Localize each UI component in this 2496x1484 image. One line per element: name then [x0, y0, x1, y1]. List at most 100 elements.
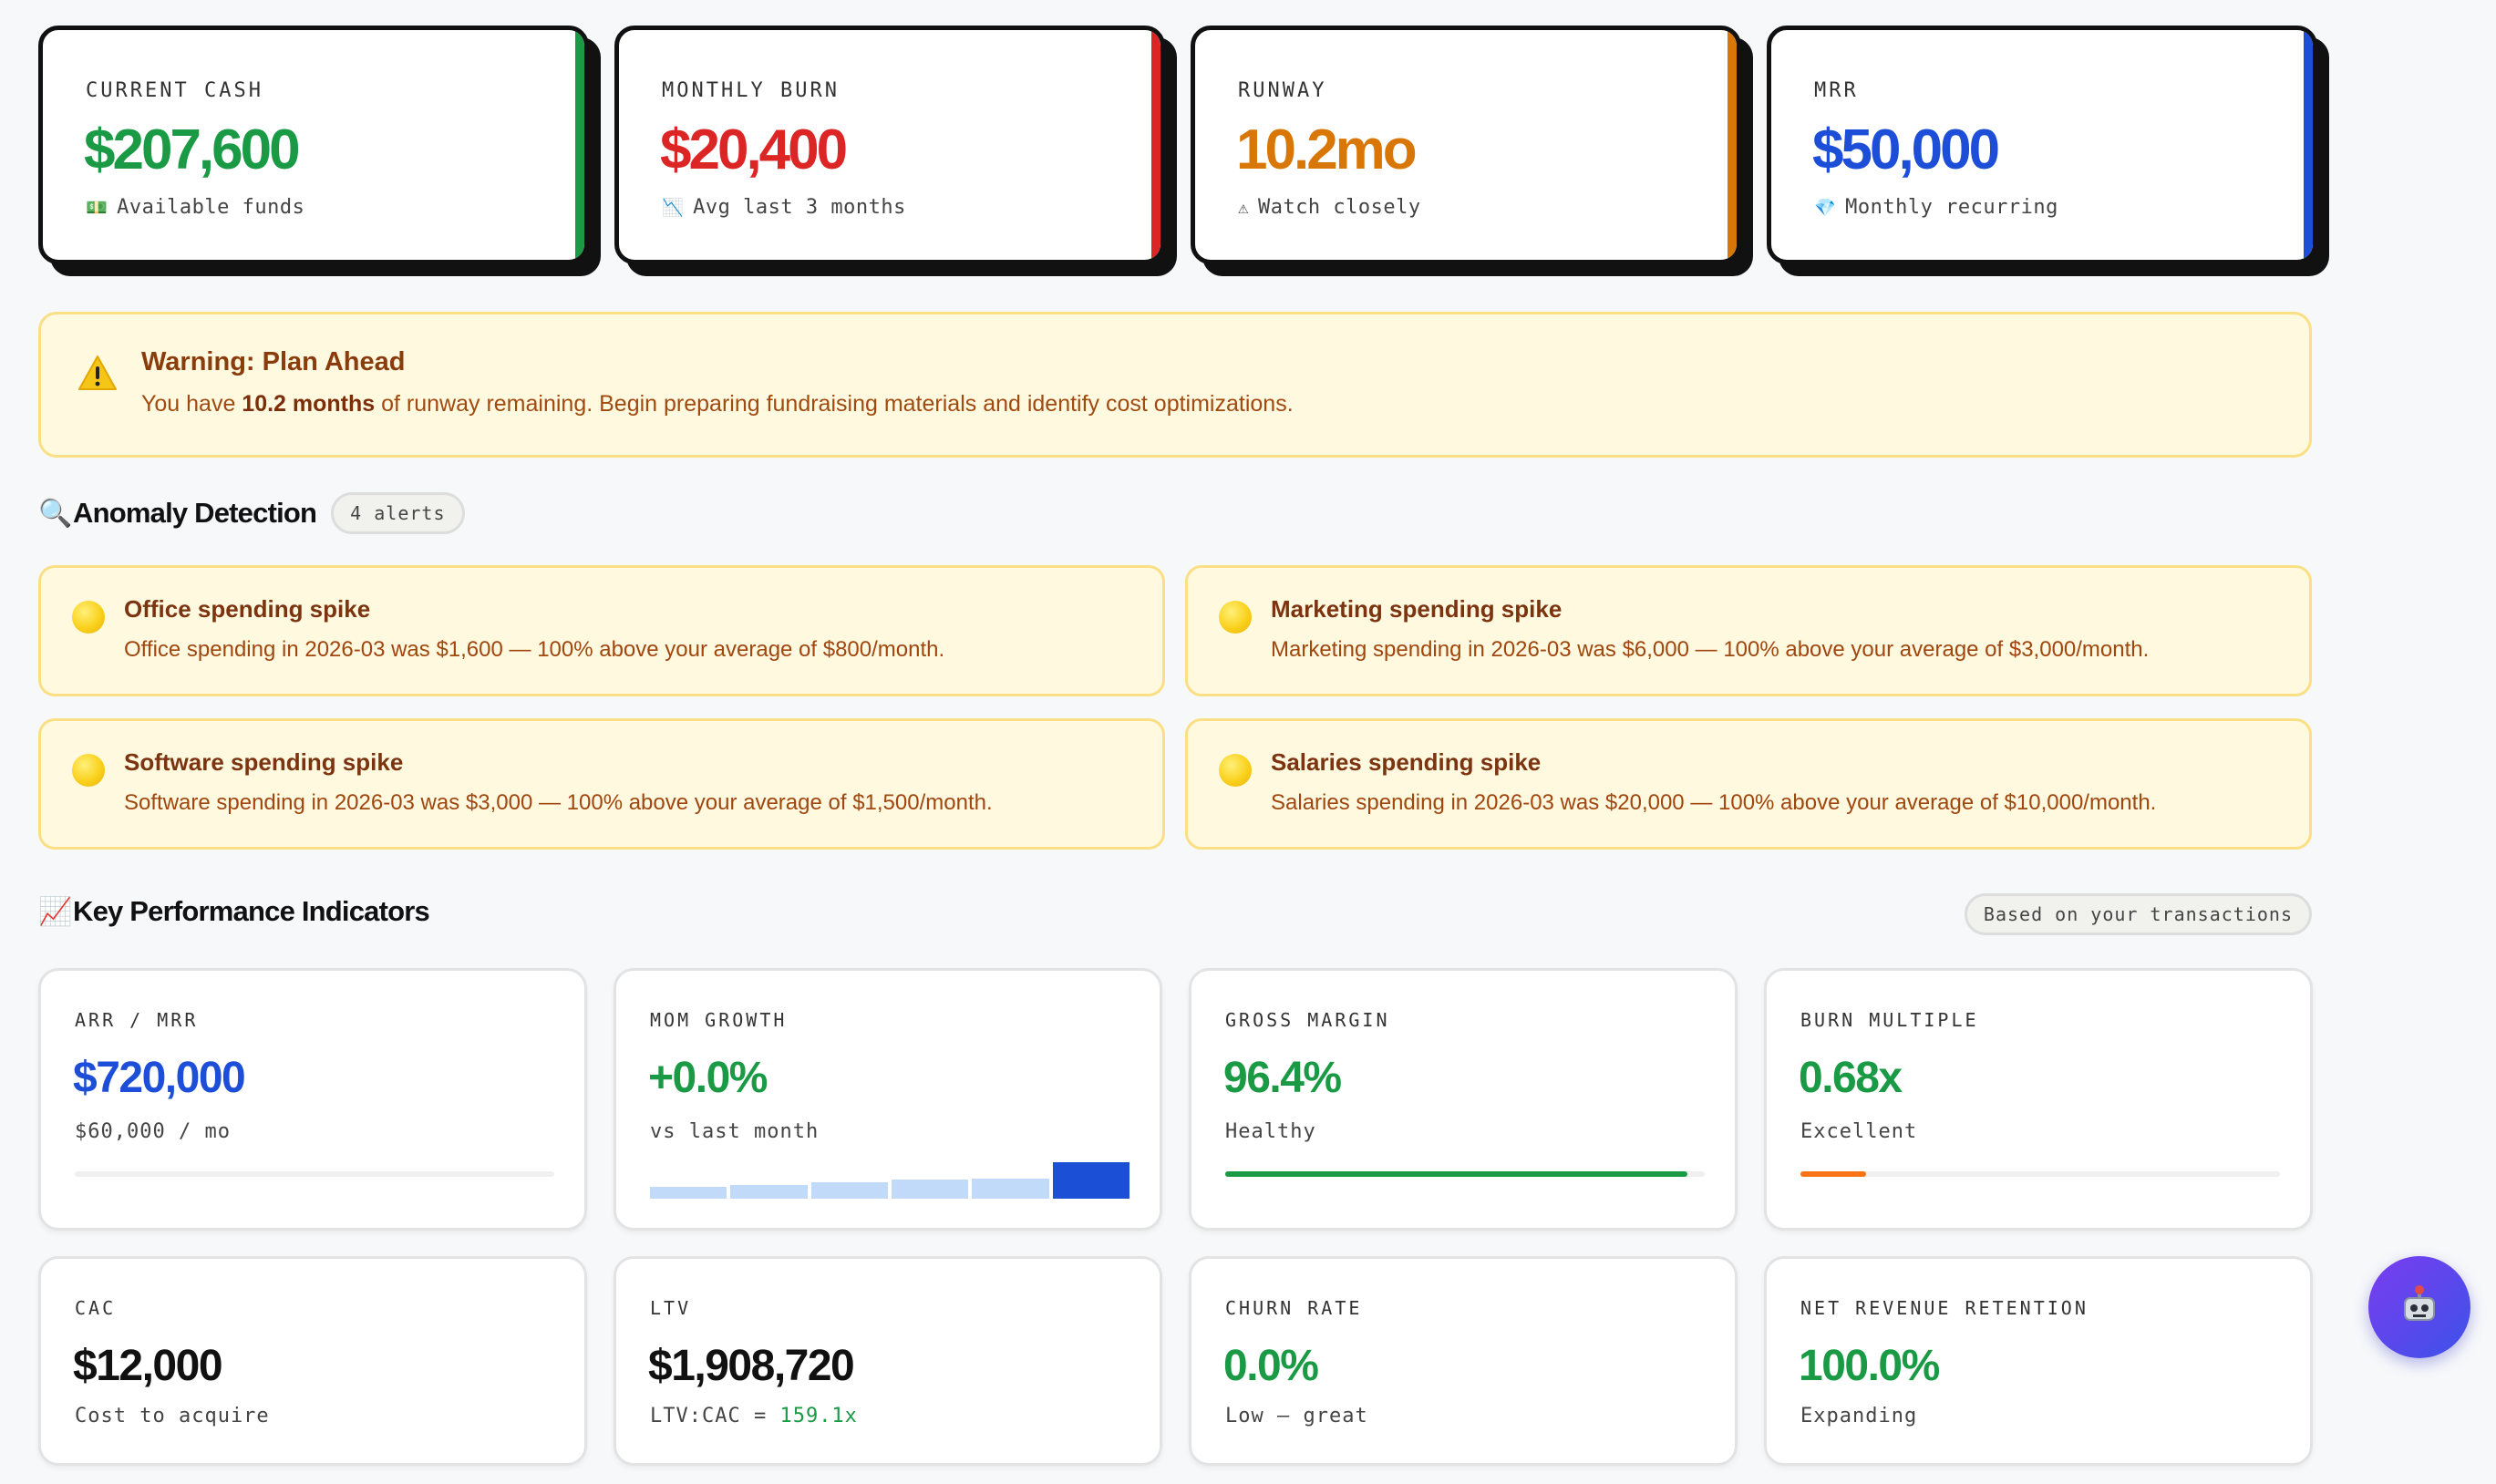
- kpi-value: $12,000: [73, 1342, 223, 1390]
- yellow-circle-icon: [72, 601, 105, 634]
- anomaly-description: Office spending in 2026-03 was $1,600 — …: [124, 637, 945, 662]
- kpi-card-net-revenue-retention: NET REVENUE RETENTION 100.0% Expanding: [1764, 1256, 2313, 1466]
- warning-runway-months: 10.2 months: [242, 391, 376, 417]
- stat-value: 10.2mo: [1236, 119, 1418, 181]
- progress-track: [75, 1171, 554, 1177]
- kpi-card-burn-multiple: BURN MULTIPLE 0.68x Excellent: [1764, 968, 2313, 1231]
- growth-bar: [650, 1186, 727, 1199]
- kpi-label: BURN MULTIPLE: [1800, 1009, 1979, 1031]
- magnifier-icon: 🔍: [38, 498, 73, 529]
- anomaly-card-marketing[interactable]: Marketing spending spike Marketing spend…: [1185, 565, 2312, 696]
- stat-card-runway: RUNWAY 10.2mo ⚠ Watch closely: [1191, 26, 1741, 264]
- accent-bar: [575, 30, 584, 260]
- kpi-card-churn-rate: CHURN RATE 0.0% Low — great: [1189, 1256, 1738, 1466]
- kpi-label: ARR / MRR: [75, 1009, 199, 1031]
- gem-icon: 💎: [1814, 198, 1837, 218]
- runway-warning-banner: Warning: Plan Ahead You have 10.2 months…: [38, 312, 2312, 458]
- progress-track: [1800, 1171, 2280, 1177]
- stat-label: CURRENT CASH: [86, 79, 263, 102]
- anomaly-card-salaries[interactable]: Salaries spending spike Salaries spendin…: [1185, 718, 2312, 850]
- growth-sparkbars: [650, 1162, 1129, 1199]
- stat-label: RUNWAY: [1238, 79, 1327, 102]
- data-source-badge: Based on your transactions: [1964, 893, 2312, 935]
- stat-subtitle: 💎 Monthly recurring: [1814, 196, 2058, 219]
- kpi-value: 96.4%: [1223, 1054, 1342, 1102]
- progress-fill: [1800, 1171, 1866, 1177]
- stat-subtitle: 💵 Available funds: [86, 196, 304, 219]
- growth-bar: [810, 1182, 888, 1199]
- yellow-circle-icon: [1219, 754, 1252, 787]
- kpi-label: LTV: [650, 1297, 692, 1319]
- warning-icon: ⚠: [1238, 198, 1249, 218]
- kpi-value: +0.0%: [648, 1054, 768, 1102]
- anomaly-title: Office spending spike: [124, 595, 371, 623]
- stat-card-mrr: MRR $50,000 💎 Monthly recurring: [1767, 26, 2317, 264]
- kpi-subtitle: Cost to acquire: [75, 1405, 270, 1427]
- progress-track: [1225, 1171, 1705, 1177]
- anomaly-title: Salaries spending spike: [1271, 748, 1542, 776]
- stat-card-monthly-burn: MONTHLY BURN $20,400 📉 Avg last 3 months: [614, 26, 1165, 264]
- anomaly-description: Marketing spending in 2026-03 was $6,000…: [1271, 637, 2150, 662]
- money-icon: 💵: [86, 198, 108, 218]
- kpi-value: 0.68x: [1799, 1054, 1903, 1102]
- kpi-section-header: 📈 Key Performance Indicators: [38, 895, 430, 928]
- kpi-subtitle: Healthy: [1225, 1120, 1316, 1143]
- alerts-count-badge: 4 alerts: [331, 492, 465, 534]
- section-title: Anomaly Detection: [73, 497, 317, 529]
- growth-bar: [972, 1179, 1049, 1199]
- kpi-value: $1,908,720: [648, 1342, 855, 1390]
- chart-down-icon: 📉: [662, 198, 685, 218]
- stat-label: MONTHLY BURN: [662, 79, 840, 102]
- stat-cards: CURRENT CASH $207,600 💵 Available funds M…: [38, 26, 2326, 273]
- progress-fill: [1225, 1171, 1688, 1177]
- stat-label: MRR: [1814, 79, 1859, 102]
- kpi-label: NET REVENUE RETENTION: [1800, 1297, 2089, 1319]
- stat-value: $20,400: [660, 119, 848, 181]
- kpi-value: $720,000: [73, 1054, 246, 1102]
- growth-bar: [730, 1184, 808, 1199]
- kpi-label: CAC: [75, 1297, 117, 1319]
- stat-card-current-cash: CURRENT CASH $207,600 💵 Available funds: [38, 26, 589, 264]
- anomaly-card-software[interactable]: Software spending spike Software spendin…: [38, 718, 1165, 850]
- kpi-label: CHURN RATE: [1225, 1297, 1363, 1319]
- growth-bar: [891, 1180, 969, 1199]
- warning-text: You have 10.2 months of runway remaining…: [141, 391, 1294, 417]
- kpi-subtitle: $60,000 / mo: [75, 1120, 231, 1143]
- kpi-label: MOM GROWTH: [650, 1009, 788, 1031]
- ltv-cac-label: LTV:CAC =: [650, 1405, 780, 1427]
- stat-value: $50,000: [1812, 119, 2000, 181]
- stat-sub-text: Watch closely: [1257, 196, 1421, 219]
- stat-sub-text: Available funds: [117, 196, 305, 219]
- warning-text-start: You have: [141, 391, 242, 417]
- robot-icon: [2401, 1285, 2438, 1325]
- anomaly-card-office[interactable]: Office spending spike Office spending in…: [38, 565, 1165, 696]
- kpi-label: GROSS MARGIN: [1225, 1009, 1390, 1031]
- kpi-subtitle: Expanding: [1800, 1405, 1918, 1427]
- kpi-value: 100.0%: [1799, 1342, 1940, 1390]
- kpi-card-mom-growth: MOM GROWTH +0.0% vs last month: [614, 968, 1162, 1231]
- anomaly-description: Salaries spending in 2026-03 was $20,000…: [1271, 790, 2157, 815]
- kpi-card-cac: CAC $12,000 Cost to acquire: [38, 1256, 587, 1466]
- kpi-card-ltv: LTV $1,908,720 LTV:CAC = 159.1x: [614, 1256, 1162, 1466]
- chart-up-icon: 📈: [38, 896, 73, 927]
- yellow-circle-icon: [72, 754, 105, 787]
- kpi-subtitle: vs last month: [650, 1120, 820, 1143]
- stat-subtitle: 📉 Avg last 3 months: [662, 196, 906, 219]
- growth-bar: [1052, 1162, 1129, 1199]
- anomaly-section-header: 🔍 Anomaly Detection 4 alerts: [38, 492, 465, 534]
- warning-triangle-icon: [78, 356, 117, 390]
- section-title: Key Performance Indicators: [73, 895, 430, 927]
- kpi-card-arr: ARR / MRR $720,000 $60,000 / mo: [38, 968, 587, 1231]
- stat-value: $207,600: [84, 119, 301, 181]
- kpi-subtitle: Excellent: [1800, 1120, 1918, 1143]
- kpi-subtitle: Low — great: [1225, 1405, 1368, 1427]
- anomaly-list: Office spending spike Office spending in…: [38, 565, 2312, 851]
- assistant-chat-button[interactable]: [2368, 1256, 2470, 1358]
- kpi-subtitle: LTV:CAC = 159.1x: [650, 1405, 858, 1427]
- stat-sub-text: Monthly recurring: [1845, 196, 2058, 219]
- accent-bar: [1151, 30, 1160, 260]
- stat-sub-text: Avg last 3 months: [693, 196, 906, 219]
- anomaly-description: Software spending in 2026-03 was $3,000 …: [124, 790, 993, 815]
- kpi-card-gross-margin: GROSS MARGIN 96.4% Healthy: [1189, 968, 1738, 1231]
- warning-text-end: of runway remaining. Begin preparing fun…: [375, 391, 1294, 417]
